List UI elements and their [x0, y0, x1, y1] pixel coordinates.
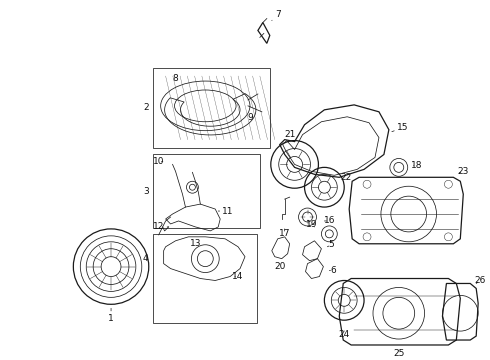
Text: 7: 7 — [272, 10, 281, 21]
Text: 25: 25 — [393, 350, 404, 359]
Text: 8: 8 — [172, 73, 178, 82]
Text: 15: 15 — [392, 123, 409, 132]
Text: 18: 18 — [411, 161, 422, 170]
Text: 14: 14 — [232, 272, 244, 281]
Text: 17: 17 — [279, 229, 291, 238]
Text: 16: 16 — [323, 216, 335, 225]
Text: 3: 3 — [143, 187, 148, 196]
Text: 10: 10 — [153, 157, 165, 166]
Text: 4: 4 — [143, 254, 148, 263]
Text: 21: 21 — [284, 130, 295, 139]
Text: 22: 22 — [341, 173, 352, 182]
Text: 19: 19 — [306, 220, 317, 229]
Text: 26: 26 — [474, 276, 486, 285]
Text: 12: 12 — [153, 222, 169, 231]
Text: 13: 13 — [190, 239, 201, 248]
Text: 20: 20 — [274, 262, 285, 271]
Text: 1: 1 — [108, 308, 114, 323]
Text: 2: 2 — [143, 103, 148, 112]
Bar — [153, 68, 270, 148]
Bar — [153, 234, 257, 323]
Bar — [153, 154, 260, 228]
Text: 5: 5 — [327, 240, 334, 249]
Text: 24: 24 — [339, 329, 350, 338]
Text: 11: 11 — [218, 207, 234, 216]
Text: 9: 9 — [247, 113, 253, 122]
Text: 6: 6 — [329, 266, 336, 275]
Text: 23: 23 — [458, 167, 469, 176]
